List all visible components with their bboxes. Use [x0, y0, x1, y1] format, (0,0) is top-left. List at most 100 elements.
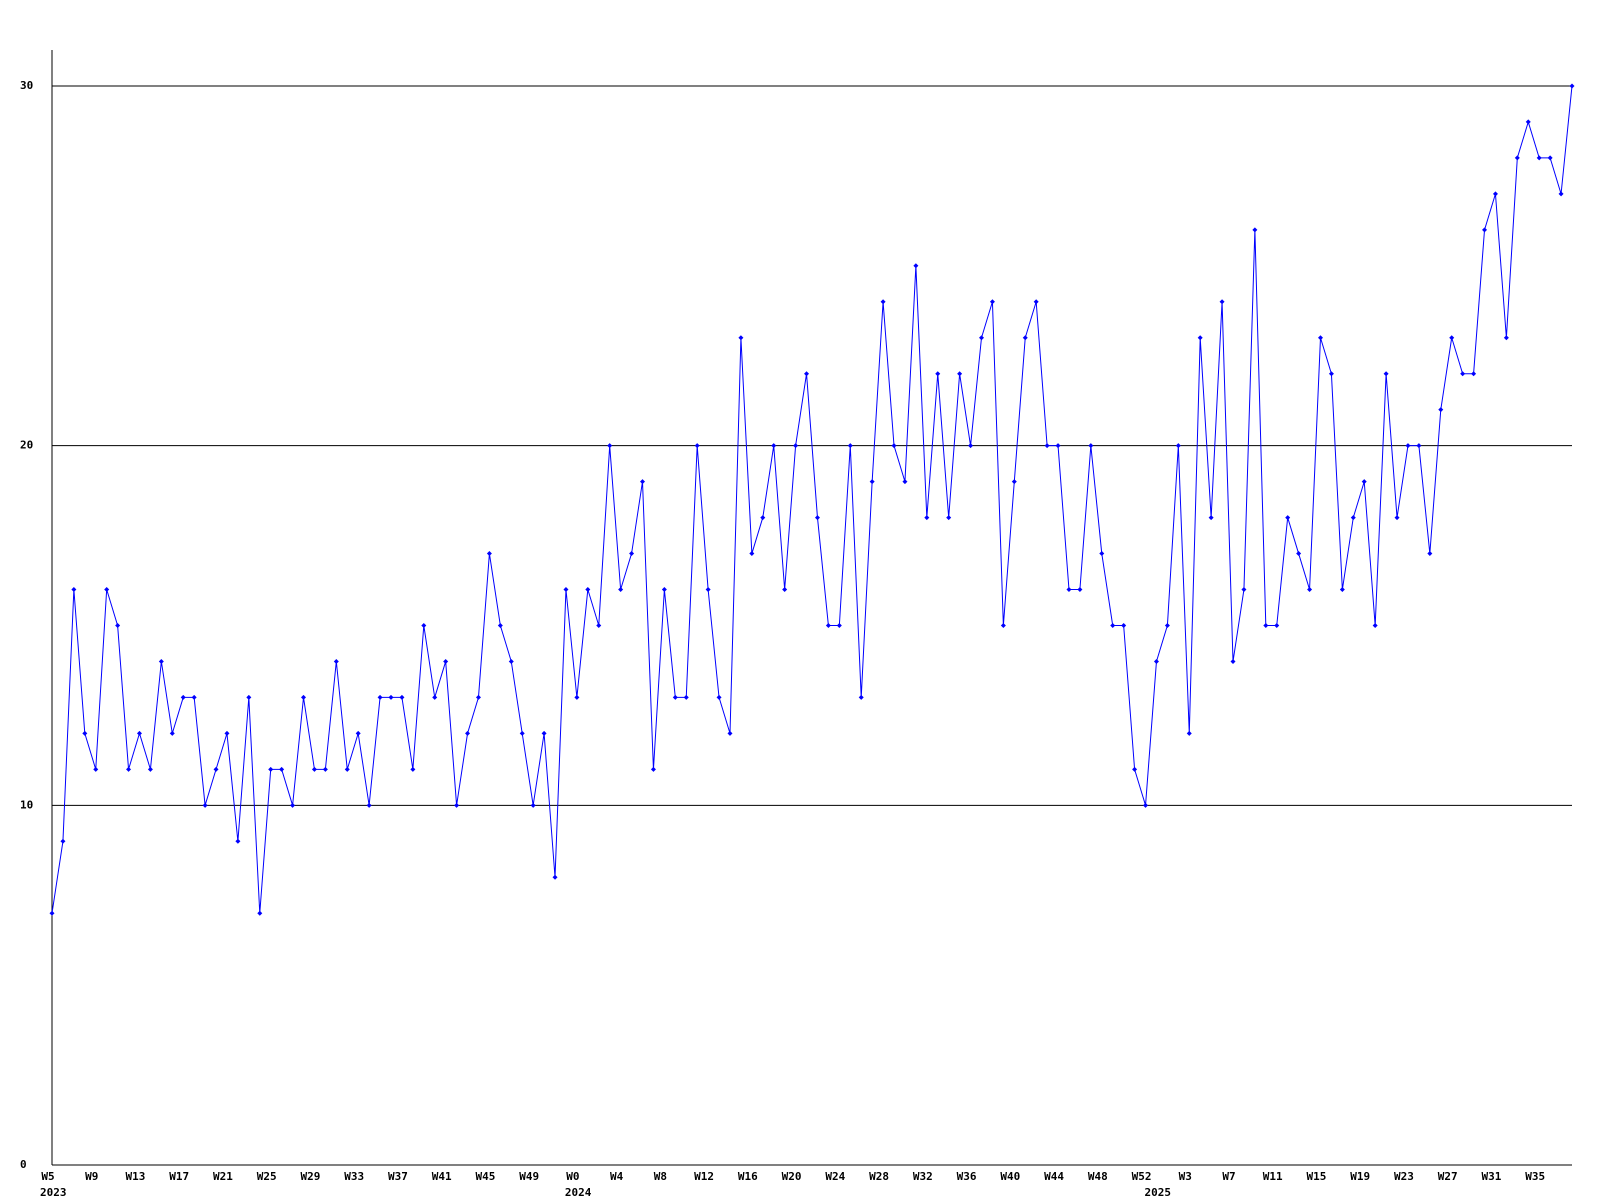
point: [1263, 622, 1269, 628]
x-tick-label: W19: [1350, 1170, 1370, 1183]
x-tick-label: W12: [694, 1170, 714, 1183]
point: [301, 694, 307, 700]
point: [126, 766, 132, 772]
x-tick-label: W9: [85, 1170, 98, 1183]
x-tick-label: W44: [1044, 1170, 1064, 1183]
x-tick-label: W3: [1179, 1170, 1192, 1183]
x-tick-label: W13: [126, 1170, 146, 1183]
point: [563, 587, 569, 593]
point: [1307, 587, 1313, 593]
point: [1285, 515, 1291, 521]
point: [978, 335, 984, 341]
point: [454, 802, 460, 808]
x-tick-label: W11: [1263, 1170, 1283, 1183]
x-tick-label: W28: [869, 1170, 889, 1183]
x-tick-label: W24: [825, 1170, 845, 1183]
point: [1427, 551, 1433, 557]
point: [71, 587, 77, 593]
point: [235, 838, 241, 844]
point: [1492, 191, 1498, 197]
point: [180, 694, 186, 700]
point: [279, 766, 285, 772]
x-tick-label: W23: [1394, 1170, 1414, 1183]
point: [530, 802, 536, 808]
point: [793, 443, 799, 449]
point: [552, 874, 558, 880]
x-tick-label: W32: [913, 1170, 933, 1183]
point: [1547, 155, 1553, 161]
x-year-label: 2024: [565, 1186, 592, 1199]
x-tick-label: W15: [1307, 1170, 1327, 1183]
point: [1569, 83, 1575, 89]
point: [1296, 551, 1302, 557]
point: [1186, 730, 1192, 736]
point: [202, 802, 208, 808]
point: [1394, 515, 1400, 521]
point: [333, 658, 339, 664]
y-tick-label: 20: [20, 439, 33, 452]
point: [49, 910, 55, 916]
point: [683, 694, 689, 700]
point: [1143, 802, 1149, 808]
x-tick-label: W31: [1482, 1170, 1502, 1183]
point: [716, 694, 722, 700]
point: [1482, 227, 1488, 233]
point: [1383, 371, 1389, 377]
x-tick-label: W52: [1132, 1170, 1152, 1183]
point: [541, 730, 547, 736]
point: [1022, 335, 1028, 341]
point: [486, 551, 492, 557]
line: [51, 85, 1573, 914]
point: [1503, 335, 1509, 341]
point: [858, 694, 864, 700]
point: [1164, 622, 1170, 628]
x-tick-label: W36: [957, 1170, 977, 1183]
point: [1044, 443, 1050, 449]
point: [388, 694, 394, 700]
x-tick-label: W49: [519, 1170, 539, 1183]
point: [585, 587, 591, 593]
point: [115, 622, 121, 628]
point: [1230, 658, 1236, 664]
point: [1372, 622, 1378, 628]
point: [191, 694, 197, 700]
point: [1153, 658, 1159, 664]
point: [946, 515, 952, 521]
point: [661, 587, 667, 593]
point: [836, 622, 842, 628]
point: [957, 371, 963, 377]
point: [782, 587, 788, 593]
point: [475, 694, 481, 700]
point: [1077, 587, 1083, 593]
x-tick-label: W17: [169, 1170, 189, 1183]
point: [1197, 335, 1203, 341]
point: [913, 263, 919, 269]
x-tick-label: W20: [782, 1170, 802, 1183]
point: [224, 730, 230, 736]
point: [1175, 443, 1181, 449]
point: [738, 335, 744, 341]
point: [705, 587, 711, 593]
point: [618, 587, 624, 593]
point: [640, 479, 646, 485]
point: [1536, 155, 1542, 161]
y-tick-label: 0: [20, 1158, 27, 1171]
point: [1099, 551, 1105, 557]
point: [1460, 371, 1466, 377]
point: [147, 766, 153, 772]
point: [290, 802, 296, 808]
point: [902, 479, 908, 485]
point: [421, 622, 427, 628]
x-tick-label: W27: [1438, 1170, 1458, 1183]
point: [136, 730, 142, 736]
point: [1449, 335, 1455, 341]
point: [344, 766, 350, 772]
point: [1055, 443, 1061, 449]
point: [891, 443, 897, 449]
point: [989, 299, 995, 305]
point: [1471, 371, 1477, 377]
point: [935, 371, 941, 377]
x-tick-label: W4: [610, 1170, 624, 1183]
